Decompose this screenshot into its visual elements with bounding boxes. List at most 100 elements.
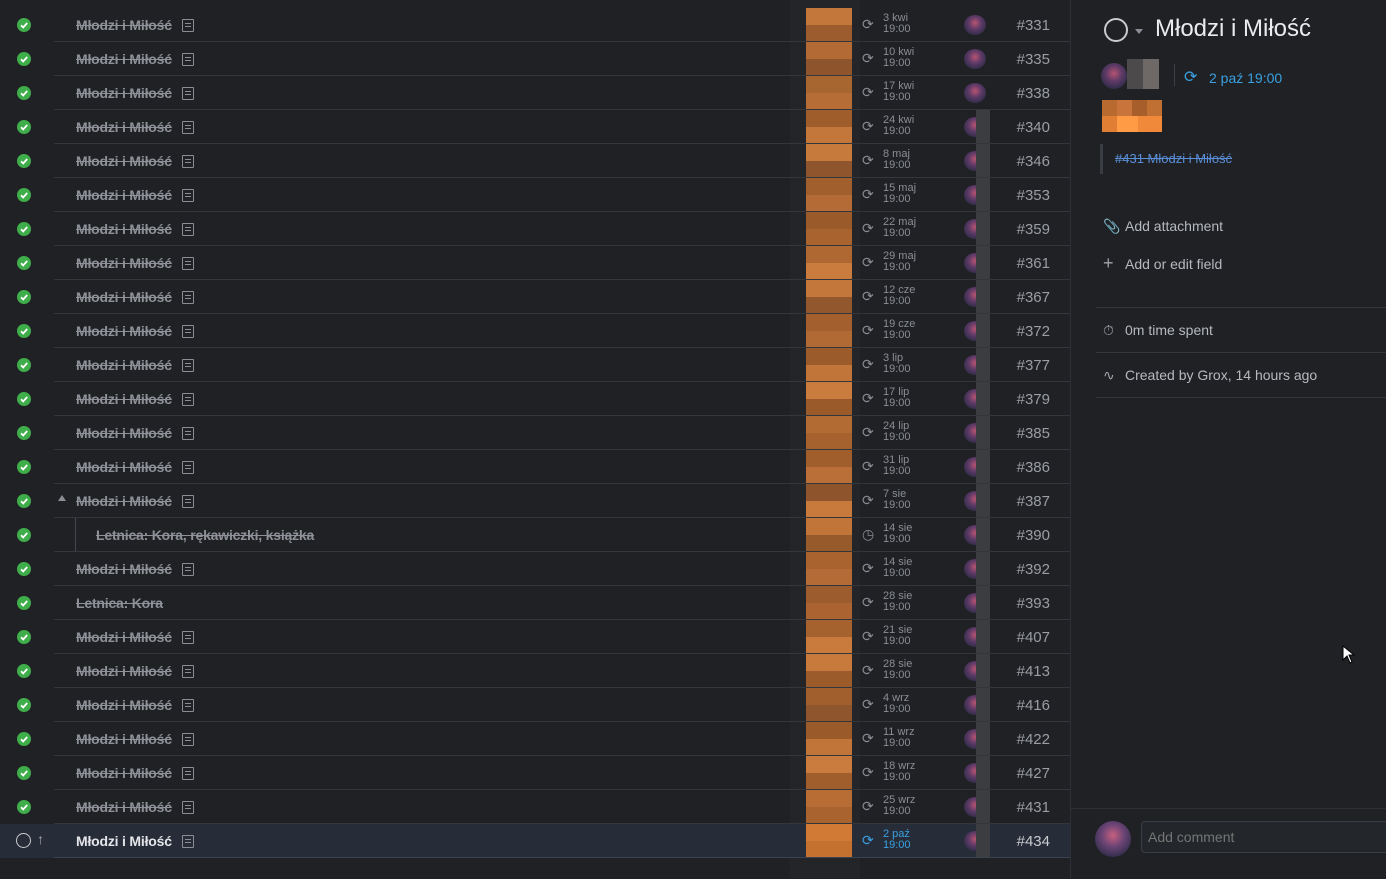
task-date[interactable]: 24 kwi 19:00 — [883, 115, 914, 137]
note-icon[interactable] — [182, 461, 194, 474]
task-title[interactable]: Młodzi i Miłość — [76, 833, 172, 849]
task-title[interactable]: Młodzi i Miłość — [76, 629, 172, 645]
task-date[interactable]: 21 sie 19:00 — [883, 625, 912, 647]
completed-check-icon[interactable] — [17, 800, 31, 814]
completed-check-icon[interactable] — [17, 86, 31, 100]
task-row[interactable]: Młodzi i Miłość ⟳ 28 sie 19:00 #413 — [0, 654, 1070, 688]
note-icon[interactable] — [182, 699, 194, 712]
task-row[interactable]: Młodzi i Miłość ⟳ 7 sie 19:00 #387 — [0, 484, 1070, 518]
note-icon[interactable] — [182, 257, 194, 270]
assignee-avatar-secondary[interactable] — [976, 484, 990, 518]
completed-check-icon[interactable] — [17, 154, 31, 168]
task-row[interactable]: Młodzi i Miłość ⟳ 14 sie 19:00 #392 — [0, 552, 1070, 586]
task-title[interactable]: Młodzi i Miłość — [76, 17, 172, 33]
task-row[interactable]: Młodzi i Miłość ⟳ 3 lip 19:00 #377 — [0, 348, 1070, 382]
note-icon[interactable] — [182, 155, 194, 168]
detail-title[interactable]: Młodzi i Miłość — [1155, 15, 1312, 42]
task-row[interactable]: Młodzi i Miłość ⟳ 4 wrz 19:00 #416 — [0, 688, 1070, 722]
note-icon[interactable] — [182, 325, 194, 338]
completed-check-icon[interactable] — [17, 426, 31, 440]
linked-task-link[interactable]: #431 Młodzi i Miłość — [1115, 151, 1233, 166]
completed-check-icon[interactable] — [17, 188, 31, 202]
assignee-avatar-secondary[interactable] — [976, 212, 990, 246]
note-icon[interactable] — [182, 631, 194, 644]
completed-check-icon[interactable] — [17, 358, 31, 372]
task-date[interactable]: 17 lip 19:00 — [883, 387, 911, 409]
completed-check-icon[interactable] — [17, 766, 31, 780]
task-title[interactable]: Młodzi i Miłość — [76, 799, 172, 815]
note-icon[interactable] — [182, 291, 194, 304]
note-icon[interactable] — [182, 121, 194, 134]
task-title[interactable]: Młodzi i Miłość — [76, 731, 172, 747]
assignee-avatar[interactable] — [964, 15, 986, 35]
assignee-avatar-secondary[interactable] — [976, 586, 990, 620]
add-field-button[interactable]: + Add or edit field — [1103, 253, 1222, 274]
task-date[interactable]: 8 maj 19:00 — [883, 149, 911, 171]
status-dropdown-chevron-icon[interactable] — [1135, 29, 1143, 34]
task-title[interactable]: Młodzi i Miłość — [76, 765, 172, 781]
task-row[interactable]: Młodzi i Miłość ⟳ 18 wrz 19:00 #427 — [0, 756, 1070, 790]
completed-check-icon[interactable] — [17, 256, 31, 270]
note-icon[interactable] — [182, 189, 194, 202]
collapse-caret-icon[interactable] — [58, 495, 66, 501]
assignee-avatar-secondary[interactable] — [976, 790, 990, 824]
task-title[interactable]: Młodzi i Miłość — [76, 323, 172, 339]
assignee-avatar-secondary[interactable] — [976, 246, 990, 280]
assignee-avatar-secondary[interactable] — [976, 144, 990, 178]
task-title[interactable]: Młodzi i Miłość — [76, 391, 172, 407]
completed-check-icon[interactable] — [17, 392, 31, 406]
task-row[interactable]: ↑ Młodzi i Miłość ⟳ 2 paź 19:00 #434 — [0, 824, 1070, 858]
note-icon[interactable] — [182, 223, 194, 236]
schedule-date[interactable]: 2 paź 19:00 — [1209, 70, 1283, 86]
task-title[interactable]: Młodzi i Miłość — [76, 425, 172, 441]
assignee-avatar-secondary[interactable] — [976, 552, 990, 586]
note-icon[interactable] — [182, 87, 194, 100]
assignee-avatar[interactable] — [964, 83, 986, 103]
task-date[interactable]: 10 kwi 19:00 — [883, 47, 914, 69]
task-date[interactable]: 19 cze 19:00 — [883, 319, 915, 341]
comment-input[interactable] — [1141, 821, 1386, 853]
completed-check-icon[interactable] — [17, 120, 31, 134]
completed-check-icon[interactable] — [17, 460, 31, 474]
assignee-avatar-secondary[interactable] — [976, 688, 990, 722]
arrow-up-icon[interactable]: ↑ — [37, 831, 44, 847]
task-date[interactable]: 29 maj 19:00 — [883, 251, 916, 273]
task-date[interactable]: 31 lip 19:00 — [883, 455, 911, 477]
task-row[interactable]: Młodzi i Miłość ⟳ 22 maj 19:00 #359 — [0, 212, 1070, 246]
task-title[interactable]: Młodzi i Miłość — [76, 663, 172, 679]
completed-check-icon[interactable] — [17, 290, 31, 304]
assignee-avatar-secondary[interactable] — [976, 280, 990, 314]
cover-thumbnail[interactable] — [1102, 100, 1162, 132]
assignee-avatar-secondary[interactable] — [976, 110, 990, 144]
task-row[interactable]: Młodzi i Miłość ⟳ 24 lip 19:00 #385 — [0, 416, 1070, 450]
assignee-avatar-secondary[interactable] — [976, 416, 990, 450]
task-row[interactable]: Młodzi i Miłość ⟳ 12 cze 19:00 #367 — [0, 280, 1070, 314]
task-date[interactable]: 12 cze 19:00 — [883, 285, 915, 307]
task-title[interactable]: Młodzi i Miłość — [76, 697, 172, 713]
assignee-avatar-secondary[interactable] — [976, 178, 990, 212]
status-circle-icon[interactable] — [16, 833, 31, 848]
assignee-avatar-secondary[interactable] — [1127, 59, 1159, 89]
note-icon[interactable] — [182, 767, 194, 780]
task-date[interactable]: 24 lip 19:00 — [883, 421, 911, 443]
task-date[interactable]: 28 sie 19:00 — [883, 591, 912, 613]
task-title[interactable]: Letnica: Kora, rękawiczki, książka — [96, 527, 315, 543]
note-icon[interactable] — [182, 53, 194, 66]
completed-check-icon[interactable] — [17, 222, 31, 236]
assignee-avatar-secondary[interactable] — [976, 756, 990, 790]
task-date[interactable]: 11 wrz 19:00 — [883, 727, 915, 749]
note-icon[interactable] — [182, 835, 194, 848]
assignee-avatar-secondary[interactable] — [976, 722, 990, 756]
task-row[interactable]: Młodzi i Miłość ⟳ 19 cze 19:00 #372 — [0, 314, 1070, 348]
task-row[interactable]: Młodzi i Miłość ⟳ 21 sie 19:00 #407 — [0, 620, 1070, 654]
assignee-avatar-secondary[interactable] — [976, 824, 990, 858]
task-row[interactable]: Letnica: Kora ⟳ 28 sie 19:00 #393 — [0, 586, 1070, 620]
note-icon[interactable] — [182, 19, 194, 32]
completed-check-icon[interactable] — [17, 664, 31, 678]
task-title[interactable]: Młodzi i Miłość — [76, 187, 172, 203]
task-date[interactable]: 3 lip 19:00 — [883, 353, 911, 375]
task-title[interactable]: Młodzi i Miłość — [76, 357, 172, 373]
task-row[interactable]: Letnica: Kora, rękawiczki, książka ◷ 14 si… — [0, 518, 1070, 552]
task-row[interactable]: Młodzi i Miłość ⟳ 11 wrz 19:00 #422 — [0, 722, 1070, 756]
note-icon[interactable] — [182, 359, 194, 372]
